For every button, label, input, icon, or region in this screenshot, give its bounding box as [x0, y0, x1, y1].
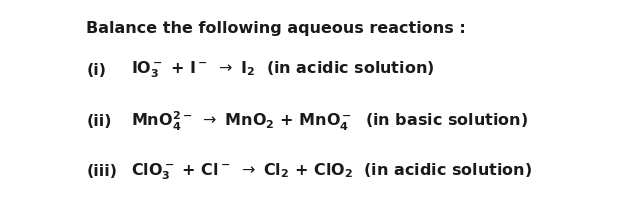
Text: (iii): (iii) — [86, 163, 117, 178]
Text: Balance the following aqueous reactions :: Balance the following aqueous reactions … — [86, 21, 466, 36]
Text: (i): (i) — [86, 62, 106, 77]
Text: $\mathregular{IO_3^-}$ + $\mathregular{I^-}$ $\rightarrow$ $\mathregular{I_2}$  : $\mathregular{IO_3^-}$ + $\mathregular{I… — [131, 60, 435, 80]
Text: (ii): (ii) — [86, 114, 112, 129]
Text: $\mathregular{ClO_3^-}$ + $\mathregular{Cl^-}$ $\rightarrow$ $\mathregular{Cl_2}: $\mathregular{ClO_3^-}$ + $\mathregular{… — [131, 161, 532, 181]
Text: $\mathregular{MnO_4^{2-}}$ $\rightarrow$ $\mathregular{MnO_2}$ + $\mathregular{M: $\mathregular{MnO_4^{2-}}$ $\rightarrow$… — [131, 110, 528, 133]
